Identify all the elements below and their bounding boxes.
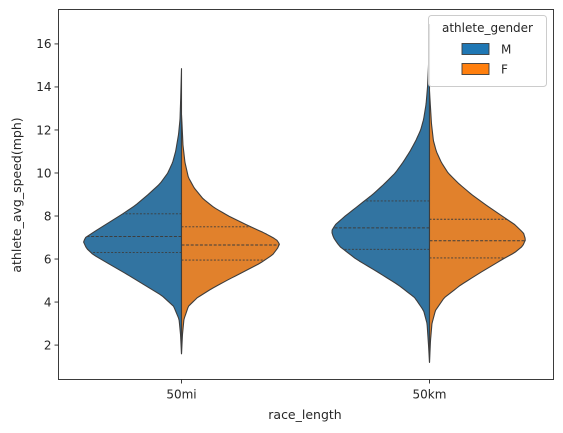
y-tick-label-14: 14 xyxy=(36,80,51,94)
axes-frame xyxy=(58,9,554,380)
violin-f-50km xyxy=(428,90,526,363)
y-tick-label-6: 6 xyxy=(44,252,52,266)
violin-m-50km xyxy=(331,24,431,363)
x-axis-title: race_length xyxy=(268,407,341,422)
y-tick-label-8: 8 xyxy=(44,209,52,223)
legend-title: athlete_gender xyxy=(442,21,533,35)
x-tick-label-50km: 50km xyxy=(413,388,447,402)
legend-label-m: M xyxy=(501,43,511,57)
violin-f-50mi xyxy=(180,114,280,355)
legend-swatch-f xyxy=(461,63,490,75)
legend: athlete_gender M F xyxy=(428,15,547,87)
y-tick-label-4: 4 xyxy=(44,295,52,309)
x-tick-label-50mi: 50mi xyxy=(166,388,196,402)
y-tick-label-2: 2 xyxy=(44,338,52,352)
y-tick-label-10: 10 xyxy=(36,166,51,180)
legend-swatch-m xyxy=(461,43,490,55)
plot-area xyxy=(83,24,526,363)
y-tick-label-16: 16 xyxy=(36,37,51,51)
legend-label-f: F xyxy=(501,63,508,77)
y-tick-label-12: 12 xyxy=(36,123,51,137)
y-axis: 2 4 6 8 10 12 14 16 xyxy=(36,37,59,352)
x-axis: 50mi 50km xyxy=(166,379,447,402)
y-axis-title: athlete_avg_speed(mph) xyxy=(9,117,24,272)
violin-m-50mi xyxy=(83,68,183,355)
